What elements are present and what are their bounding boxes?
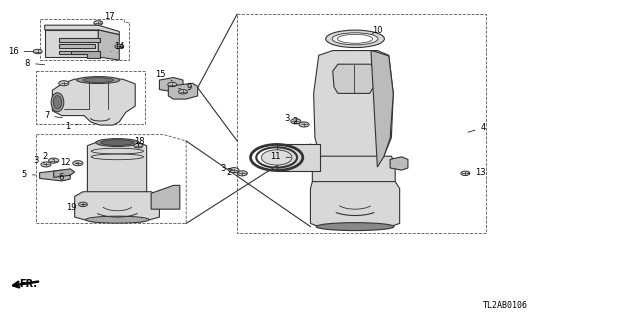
Text: 3: 3 xyxy=(33,156,45,165)
Circle shape xyxy=(33,49,42,54)
Text: 15: 15 xyxy=(156,70,172,81)
Text: 17: 17 xyxy=(100,12,115,22)
Circle shape xyxy=(134,143,143,148)
Text: 2: 2 xyxy=(227,168,239,177)
Text: TL2AB0106: TL2AB0106 xyxy=(483,301,527,310)
Ellipse shape xyxy=(337,34,372,43)
Text: 12: 12 xyxy=(60,158,78,167)
Polygon shape xyxy=(59,44,95,48)
Polygon shape xyxy=(312,156,395,186)
Text: 14: 14 xyxy=(111,42,124,52)
Text: 13: 13 xyxy=(468,168,486,177)
Polygon shape xyxy=(168,83,198,99)
Polygon shape xyxy=(59,51,90,54)
Polygon shape xyxy=(59,38,100,42)
Ellipse shape xyxy=(261,150,292,165)
Polygon shape xyxy=(88,142,147,195)
Text: 4: 4 xyxy=(468,123,486,132)
Circle shape xyxy=(115,44,124,49)
Circle shape xyxy=(299,122,309,127)
Polygon shape xyxy=(310,181,399,227)
Circle shape xyxy=(79,202,88,207)
Text: 1: 1 xyxy=(65,122,78,131)
Text: 19: 19 xyxy=(66,203,84,212)
Ellipse shape xyxy=(77,76,120,84)
Circle shape xyxy=(168,82,177,87)
Bar xyxy=(36,71,145,124)
Circle shape xyxy=(291,119,301,124)
Ellipse shape xyxy=(316,223,394,231)
Ellipse shape xyxy=(332,33,378,45)
Text: 7: 7 xyxy=(44,111,62,120)
Circle shape xyxy=(461,171,470,176)
Polygon shape xyxy=(151,185,180,209)
Polygon shape xyxy=(52,79,135,125)
Text: 8: 8 xyxy=(25,59,45,68)
Polygon shape xyxy=(276,144,320,171)
Text: 16: 16 xyxy=(8,47,34,56)
Text: 9: 9 xyxy=(179,83,191,92)
Ellipse shape xyxy=(53,96,61,109)
Text: 2: 2 xyxy=(292,117,303,126)
Polygon shape xyxy=(54,169,75,178)
Circle shape xyxy=(229,168,239,173)
Polygon shape xyxy=(390,157,408,170)
Polygon shape xyxy=(99,30,119,60)
Text: 11: 11 xyxy=(270,152,291,161)
Circle shape xyxy=(41,162,51,167)
Ellipse shape xyxy=(83,78,113,83)
Polygon shape xyxy=(333,64,375,93)
Text: 3: 3 xyxy=(220,164,233,173)
Circle shape xyxy=(59,81,69,86)
Circle shape xyxy=(179,90,188,94)
Text: FR.: FR. xyxy=(19,279,37,289)
Circle shape xyxy=(49,158,59,163)
Ellipse shape xyxy=(96,139,139,147)
Text: 10: 10 xyxy=(372,26,383,35)
Polygon shape xyxy=(45,25,119,35)
Ellipse shape xyxy=(100,140,134,145)
Circle shape xyxy=(73,161,83,166)
Text: 2: 2 xyxy=(42,152,54,161)
Ellipse shape xyxy=(326,30,385,48)
Text: 3: 3 xyxy=(284,114,295,123)
Polygon shape xyxy=(314,51,394,178)
Text: 18: 18 xyxy=(134,137,145,146)
Polygon shape xyxy=(45,30,99,57)
Text: 6: 6 xyxy=(58,173,70,182)
Bar xyxy=(237,14,486,233)
Circle shape xyxy=(237,171,247,176)
Polygon shape xyxy=(75,192,159,222)
Text: 5: 5 xyxy=(22,170,36,179)
Polygon shape xyxy=(371,51,394,167)
Circle shape xyxy=(94,21,102,25)
Ellipse shape xyxy=(86,216,149,223)
Polygon shape xyxy=(159,77,183,92)
Polygon shape xyxy=(72,51,100,58)
Polygon shape xyxy=(40,170,70,181)
Ellipse shape xyxy=(51,93,64,112)
